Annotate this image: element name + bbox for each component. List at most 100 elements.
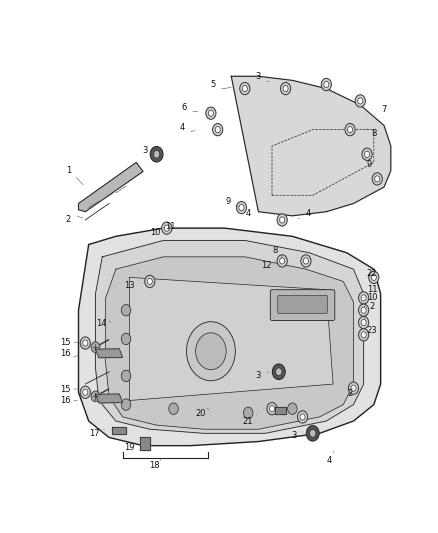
Text: 2: 2 [370,302,375,311]
Text: 16: 16 [60,349,70,358]
Text: 1: 1 [66,166,71,175]
Circle shape [162,222,172,235]
Circle shape [121,370,131,382]
Circle shape [324,82,329,87]
Circle shape [347,126,353,133]
Circle shape [288,403,297,415]
Text: 3: 3 [142,146,148,155]
Circle shape [306,425,319,441]
Circle shape [91,391,100,402]
Circle shape [374,176,380,182]
Circle shape [355,95,365,107]
Circle shape [300,414,305,420]
Circle shape [206,107,216,119]
Circle shape [369,271,379,284]
Circle shape [277,255,287,267]
Text: 4: 4 [327,456,332,464]
Circle shape [237,201,247,214]
Text: 7: 7 [381,104,387,114]
Circle shape [359,329,369,341]
Circle shape [358,98,363,104]
Circle shape [83,340,88,346]
Circle shape [208,110,213,116]
Text: 16: 16 [60,396,70,405]
Circle shape [80,337,90,349]
Text: 3: 3 [291,431,297,440]
Circle shape [80,386,90,399]
Circle shape [145,276,155,288]
FancyBboxPatch shape [278,295,327,313]
Circle shape [348,382,359,394]
Circle shape [361,319,366,326]
Polygon shape [95,240,364,433]
Circle shape [169,403,178,415]
Circle shape [187,322,235,381]
Circle shape [372,173,382,185]
Polygon shape [106,257,353,429]
Circle shape [164,225,170,231]
Text: 4: 4 [306,209,311,218]
Circle shape [215,126,220,133]
Text: 8: 8 [371,129,377,138]
Polygon shape [95,349,123,358]
Circle shape [242,85,247,92]
Text: 4: 4 [246,209,251,218]
Text: 21: 21 [242,416,253,425]
Text: 13: 13 [124,281,135,290]
Polygon shape [140,438,150,450]
Polygon shape [78,228,381,446]
Text: 17: 17 [89,429,100,438]
Circle shape [240,83,250,95]
Text: 3: 3 [255,72,261,81]
Circle shape [283,85,288,92]
Polygon shape [231,76,391,216]
Polygon shape [130,277,333,400]
Circle shape [150,147,163,162]
Text: 4: 4 [180,123,185,132]
Polygon shape [113,427,126,434]
Circle shape [362,148,372,160]
Circle shape [364,151,370,157]
Circle shape [297,411,307,423]
Circle shape [280,83,291,95]
Text: 2: 2 [347,389,353,398]
Text: 15: 15 [60,338,70,347]
Circle shape [361,332,366,338]
Text: 15: 15 [60,384,70,393]
Circle shape [121,333,131,345]
Text: 3: 3 [256,372,261,381]
Text: 9: 9 [225,197,230,206]
Circle shape [359,292,369,304]
Circle shape [279,258,285,264]
Text: 14: 14 [96,319,107,328]
Circle shape [147,278,152,285]
Text: 2: 2 [66,215,71,224]
Circle shape [301,255,311,267]
Circle shape [359,304,369,317]
Circle shape [153,150,160,158]
Circle shape [361,307,366,313]
Circle shape [91,342,100,352]
Text: 5: 5 [210,80,215,89]
Circle shape [83,389,88,395]
Circle shape [371,274,376,280]
Circle shape [310,430,316,437]
Text: 11: 11 [367,285,378,294]
Circle shape [361,295,366,301]
Circle shape [304,258,308,264]
Circle shape [269,406,275,412]
Circle shape [345,124,355,136]
Text: 20: 20 [195,409,206,418]
Polygon shape [78,163,143,212]
Circle shape [121,399,131,410]
Circle shape [276,368,282,376]
Circle shape [239,205,244,211]
Text: 10: 10 [150,228,160,237]
Text: 9: 9 [366,160,371,169]
Circle shape [121,304,131,316]
Circle shape [267,402,277,415]
Text: 12: 12 [261,261,271,270]
Text: 10: 10 [367,293,378,302]
Text: 19: 19 [124,443,134,452]
Circle shape [321,78,332,91]
